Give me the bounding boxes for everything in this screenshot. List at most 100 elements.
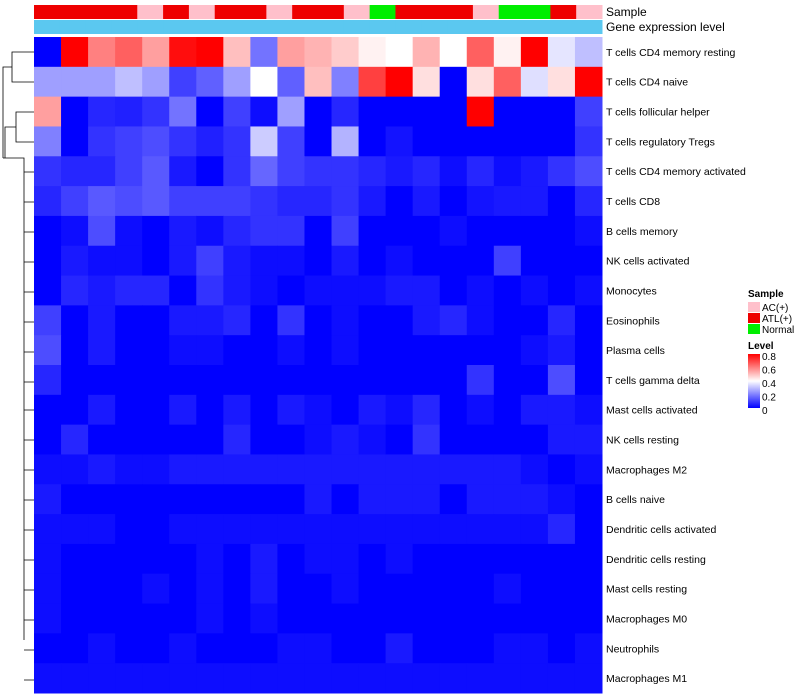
- heatmap-cell: [223, 603, 251, 634]
- row-label: Macrophages M0: [606, 613, 687, 625]
- row-label: T cells gamma delta: [606, 375, 700, 387]
- heatmap-cell: [331, 603, 360, 634]
- heatmap-cell: [169, 156, 197, 187]
- heatmap-cell: [493, 66, 522, 98]
- heatmap-cell: [466, 603, 495, 634]
- legend-level-colorbar: [748, 354, 760, 408]
- heatmap-cell: [493, 186, 522, 217]
- legend-level-tick: 0.6: [762, 366, 776, 377]
- sample-annotation-label: Sample: [606, 5, 647, 19]
- heatmap-cell: [547, 37, 576, 68]
- heatmap-cell: [520, 603, 549, 634]
- heatmap-cell: [250, 245, 278, 277]
- dendrogram-branch: [15, 111, 34, 143]
- heatmap-cell: [574, 156, 603, 187]
- heatmap-cell: [574, 126, 603, 157]
- heatmap-cell: [520, 394, 549, 426]
- heatmap-cell: [142, 484, 170, 515]
- expression-annotation-cell: [524, 20, 551, 34]
- expression-annotation-bar: [34, 20, 603, 34]
- expression-annotation-cell: [550, 20, 577, 34]
- heatmap-cell: [547, 156, 576, 187]
- heatmap-cell: [196, 365, 224, 396]
- heatmap-cell: [331, 126, 360, 157]
- heatmap-cell: [574, 424, 603, 455]
- heatmap-cell: [169, 663, 197, 694]
- heatmap-cell: [169, 424, 197, 455]
- sample-annotation-cell: [59, 5, 87, 19]
- heatmap-cell: [115, 96, 143, 127]
- heatmap-cell: [88, 66, 116, 98]
- heatmap-cell: [277, 186, 305, 217]
- legend-level-tick: 0.8: [762, 352, 776, 363]
- heatmap-cell: [88, 305, 116, 336]
- heatmap-cell: [439, 66, 468, 98]
- heatmap-cell: [88, 514, 116, 545]
- heatmap-cell: [250, 186, 278, 217]
- legend: Sample AC(+)ATL(+)Normal Level 0.8 0.6 0.4…: [748, 289, 794, 417]
- heatmap-cell: [61, 365, 89, 396]
- heatmap-cell: [520, 633, 549, 664]
- heatmap-cell: [277, 245, 305, 277]
- row-dendrogram: [2, 51, 34, 681]
- heatmap-cell: [169, 96, 197, 127]
- heatmap-cell: [358, 126, 387, 157]
- heatmap-cell: [142, 245, 170, 277]
- row-label: T cells regulatory Tregs: [606, 136, 715, 148]
- sample-annotation-cell: [240, 5, 267, 19]
- row-label: Eosinophils: [606, 315, 660, 327]
- heatmap-cell: [115, 394, 143, 426]
- sample-annotation-cell: [576, 5, 603, 19]
- heatmap-cell: [466, 96, 495, 127]
- heatmap-cell: [439, 484, 468, 515]
- heatmap-cell: [466, 484, 495, 515]
- expression-annotation-cell: [292, 20, 319, 34]
- heatmap-cell: [439, 245, 468, 277]
- heatmap-cell: [520, 186, 549, 217]
- heatmap-cell: [196, 186, 224, 217]
- heatmap-cell: [223, 66, 251, 98]
- heatmap-cell: [493, 275, 522, 306]
- expression-annotation-cell: [369, 20, 396, 34]
- heatmap-cell: [574, 215, 603, 247]
- heatmap-cell: [520, 156, 549, 187]
- heatmap-cell: [61, 96, 89, 127]
- heatmap-cell: [385, 37, 414, 68]
- sample-annotation-cell: [369, 5, 396, 19]
- heatmap-cell: [574, 394, 603, 426]
- heatmap-cell: [277, 305, 305, 336]
- heatmap-cell: [331, 633, 360, 664]
- heatmap-cell: [304, 96, 333, 127]
- sample-annotation-cell: [34, 5, 61, 19]
- heatmap-cell: [34, 543, 62, 575]
- heatmap-cell: [88, 663, 116, 694]
- heatmap-cell: [331, 275, 360, 306]
- heatmap-cell: [439, 96, 468, 127]
- heatmap-cell: [142, 186, 170, 217]
- heatmap-cell: [250, 543, 278, 575]
- heatmap-cell: [412, 66, 441, 98]
- heatmap-cell: [520, 663, 549, 694]
- heatmap-cell: [142, 305, 170, 336]
- legend-level-tick: 0.2: [762, 393, 776, 404]
- heatmap-cell: [520, 245, 549, 277]
- heatmap-cell: [331, 394, 360, 426]
- heatmap-cell: [439, 603, 468, 634]
- heatmap-cell: [493, 215, 522, 247]
- heatmap-cell: [358, 365, 387, 396]
- heatmap-cell: [115, 573, 143, 605]
- heatmap-cell: [250, 305, 278, 336]
- heatmap-cell: [142, 454, 170, 485]
- heatmap-cell: [547, 245, 576, 277]
- heatmap-cell: [196, 633, 224, 664]
- row-label: Dendritic cells resting: [606, 554, 706, 566]
- heatmap-cell: [61, 484, 89, 515]
- heatmap-cell: [412, 186, 441, 217]
- heatmap-cell: [439, 365, 468, 396]
- row-label: B cells naive: [606, 494, 665, 506]
- heatmap-cell: [277, 335, 305, 366]
- heatmap-cell: [142, 573, 170, 605]
- heatmap-cell: [574, 514, 603, 545]
- heatmap-cell: [547, 633, 576, 664]
- heatmap-cell: [196, 454, 224, 485]
